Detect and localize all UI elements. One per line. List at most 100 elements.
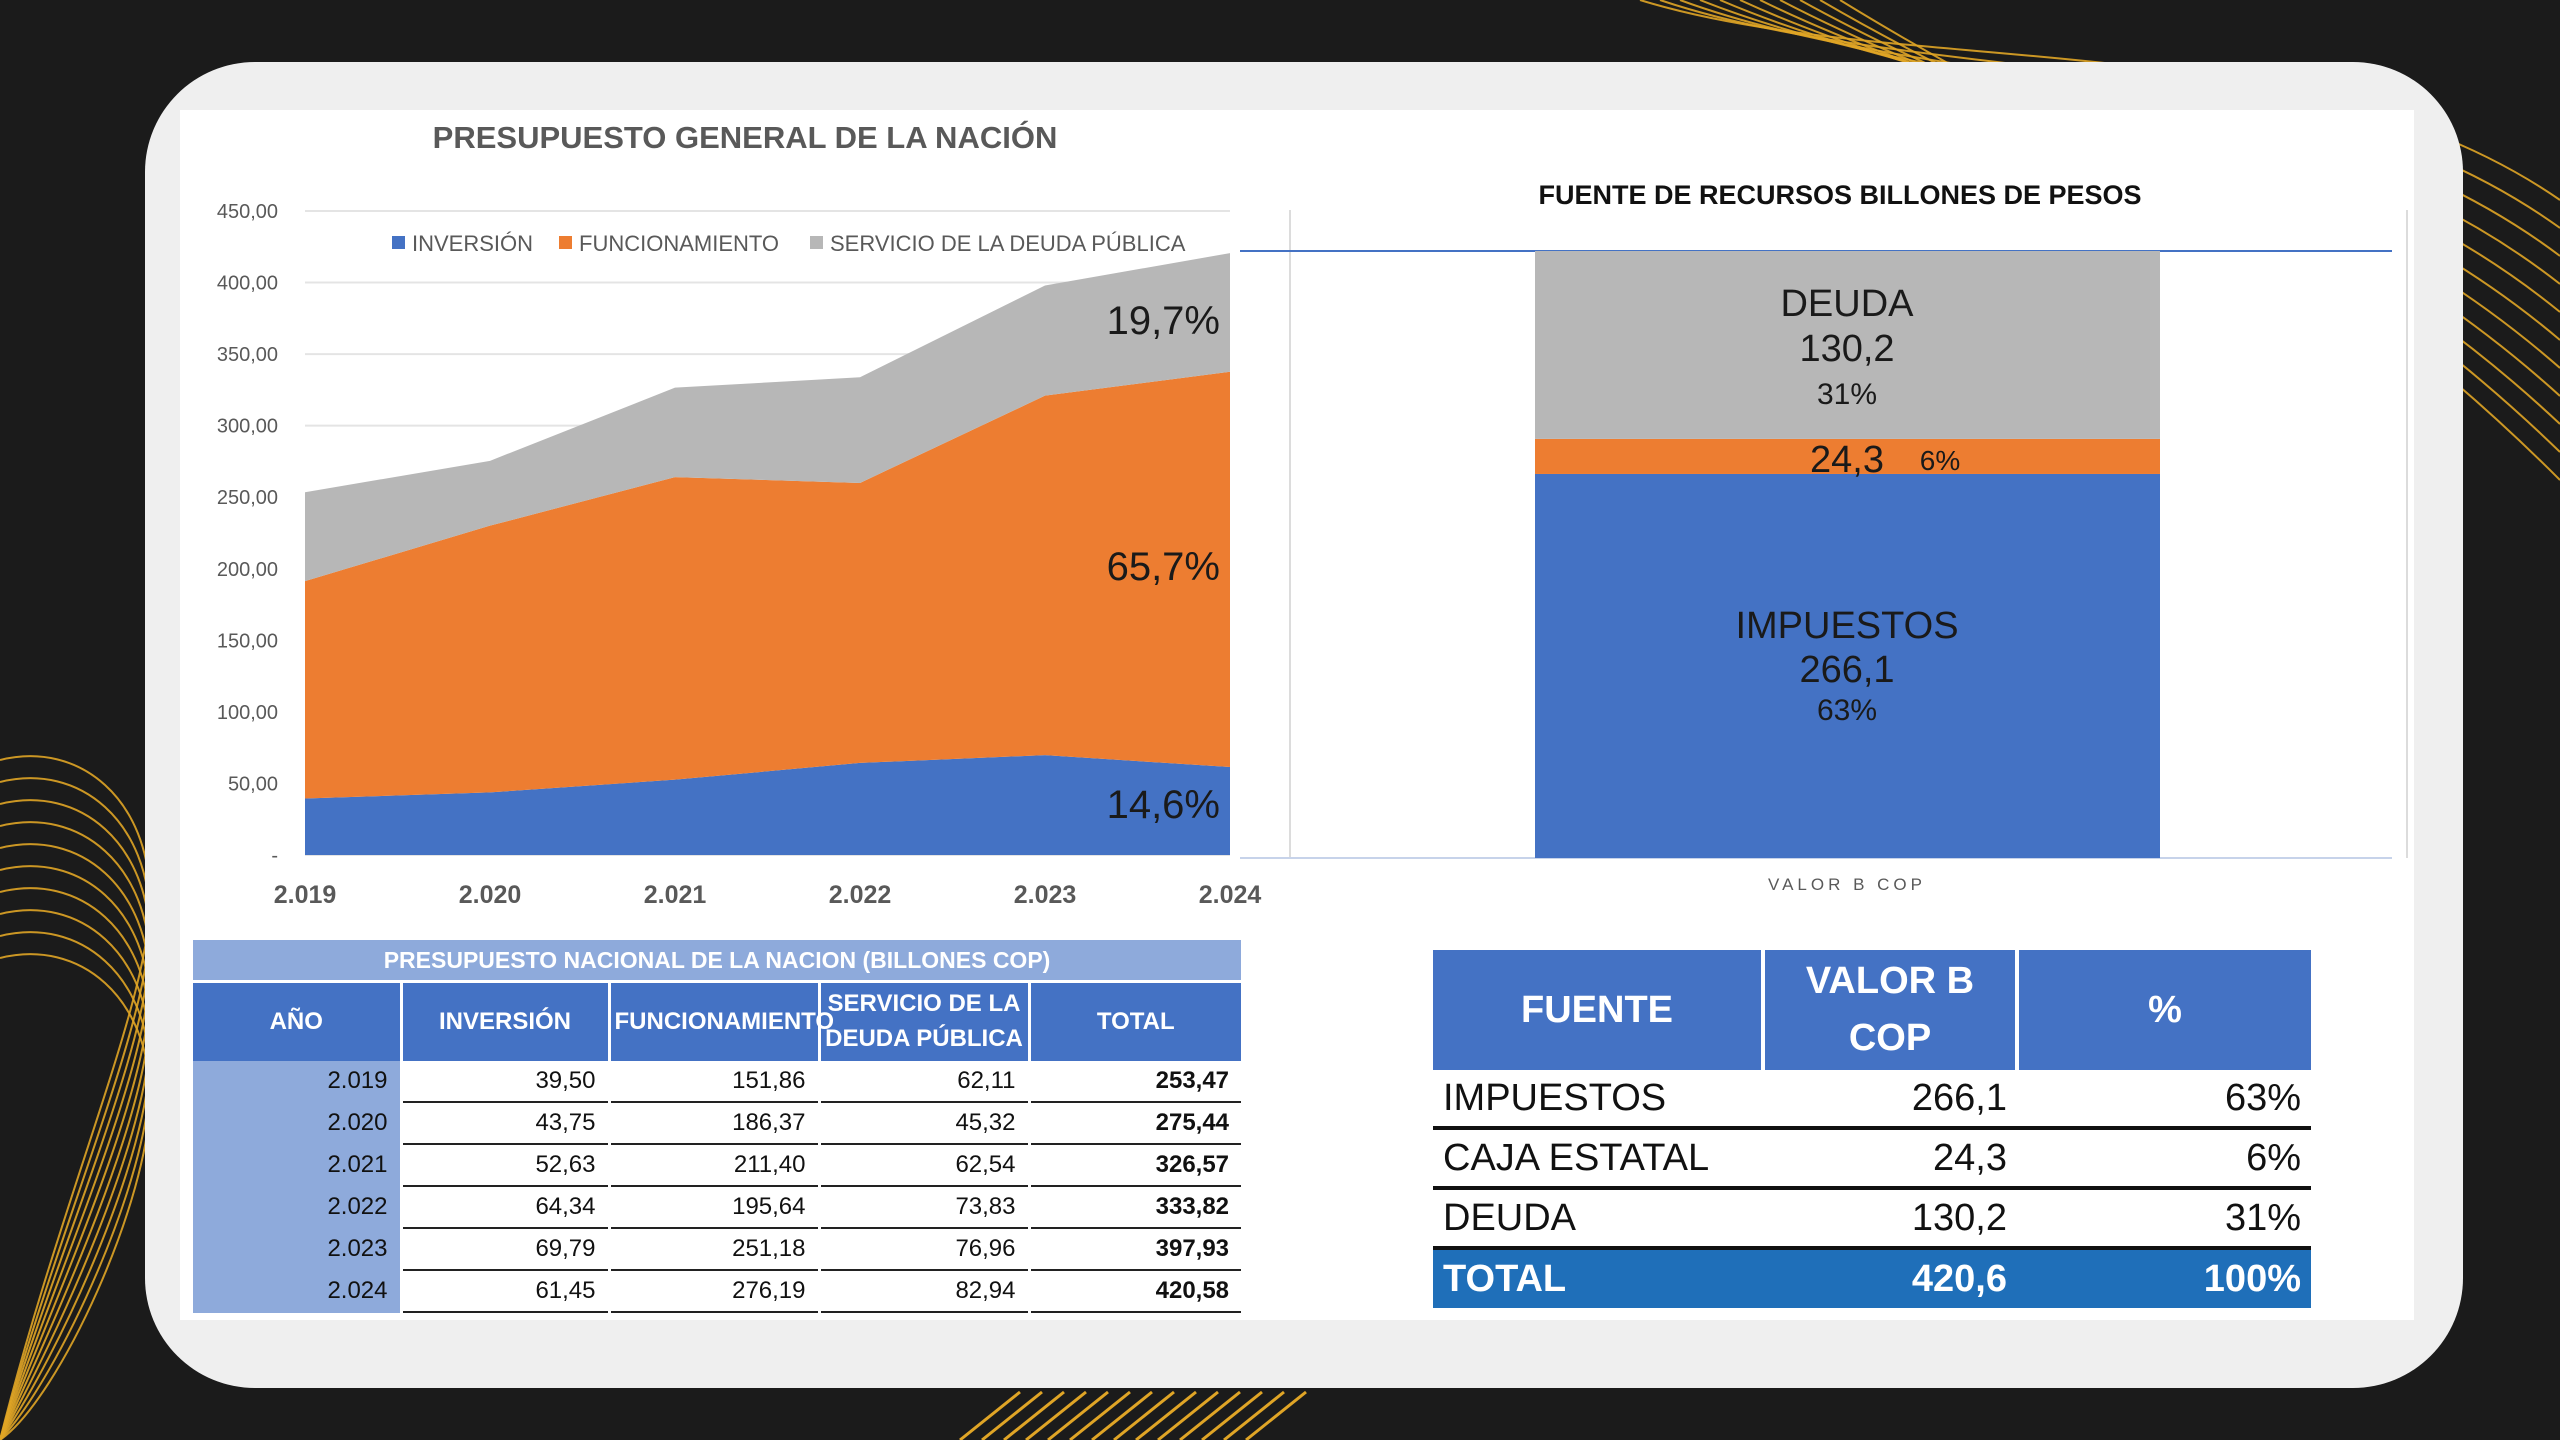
table-row: DEUDA 130,2 31% xyxy=(1433,1188,2311,1250)
x-tick-label: 2.020 xyxy=(459,881,522,909)
table-row: CAJA ESTATAL 24,3 6% xyxy=(1433,1128,2311,1190)
bar-label-impuestos-value: 266,1 xyxy=(1799,649,1894,691)
value-cell: 63% xyxy=(2017,1070,2311,1130)
header-inversion: INVERSIÓN xyxy=(399,981,609,1061)
table-row: 2.019 39,50 151,86 62,11 253,47 xyxy=(193,1061,1242,1103)
value-cell: 62,54 xyxy=(817,1144,1029,1187)
value-cell: 43,75 xyxy=(399,1102,609,1145)
y-tick-label: 400,00 xyxy=(217,273,278,295)
header-total: TOTAL xyxy=(1027,981,1242,1061)
table-row: 2.020 43,75 186,37 45,32 275,44 xyxy=(193,1102,1242,1145)
year-cell: 2.020 xyxy=(193,1102,401,1145)
total-label: TOTAL xyxy=(1433,1248,1763,1308)
header-pct: % xyxy=(2015,950,2311,1070)
table-row: 2.024 61,45 276,19 82,94 420,58 xyxy=(193,1270,1242,1313)
annotation-funcionamiento-pct: 65,7% xyxy=(1107,545,1220,589)
value-cell: 6% xyxy=(2017,1128,2311,1190)
value-cell: 275,44 xyxy=(1027,1102,1242,1145)
legend-swatch-deuda xyxy=(810,236,823,249)
value-cell: 39,50 xyxy=(399,1061,609,1103)
legend-label-inversion: INVERSIÓN xyxy=(412,231,533,256)
annotation-deuda-pct: 19,7% xyxy=(1107,299,1220,343)
value-cell: 76,96 xyxy=(817,1228,1029,1271)
y-tick-label: 150,00 xyxy=(217,630,278,652)
value-cell: 195,64 xyxy=(607,1186,819,1229)
value-cell: 397,93 xyxy=(1027,1228,1242,1271)
value-cell: 186,37 xyxy=(607,1102,819,1145)
value-cell: 266,1 xyxy=(1763,1070,2017,1130)
presupuesto-table-caption: PRESUPUESTO NACIONAL DE LA NACION (BILLO… xyxy=(193,940,1242,983)
presupuesto-table: PRESUPUESTO NACIONAL DE LA NACION (BILLO… xyxy=(193,940,1242,1313)
value-cell: 24,3 xyxy=(1763,1128,2017,1190)
value-cell: 276,19 xyxy=(607,1270,819,1313)
value-cell: 420,58 xyxy=(1027,1270,1242,1313)
fuente-name-cell: DEUDA xyxy=(1433,1188,1763,1250)
bar-chart-xlabel: VALOR B COP xyxy=(1768,875,1926,894)
year-cell: 2.024 xyxy=(193,1270,401,1313)
header-ano: AÑO xyxy=(193,981,401,1061)
value-cell: 69,79 xyxy=(399,1228,609,1271)
area-chart-title: PRESUPUESTO GENERAL DE LA NACIÓN xyxy=(433,119,1058,155)
value-cell: 52,63 xyxy=(399,1144,609,1187)
y-tick-label: 300,00 xyxy=(217,416,278,438)
bar-segment-deuda xyxy=(1535,251,2160,439)
y-tick-label: 350,00 xyxy=(217,344,278,366)
table-row: 2.023 69,79 251,18 76,96 397,93 xyxy=(193,1228,1242,1271)
value-cell: 130,2 xyxy=(1763,1188,2017,1250)
annotation-inversion-pct: 14,6% xyxy=(1107,783,1220,827)
value-cell: 64,34 xyxy=(399,1186,609,1229)
y-tick-label: 450,00 xyxy=(217,201,278,223)
value-cell: 333,82 xyxy=(1027,1186,1242,1229)
total-pct: 100% xyxy=(2017,1248,2311,1308)
bar-label-deuda-pct: 31% xyxy=(1817,378,1877,411)
y-tick-label: 100,00 xyxy=(217,702,278,724)
bar-segment-impuestos xyxy=(1535,473,2160,858)
x-tick-label: 2.023 xyxy=(1014,881,1077,909)
value-cell: 326,57 xyxy=(1027,1144,1242,1187)
year-cell: 2.023 xyxy=(193,1228,401,1271)
x-tick-label: 2.021 xyxy=(644,881,707,909)
y-tick-label: - xyxy=(271,845,278,867)
legend-label-funcionamiento: FUNCIONAMIENTO xyxy=(579,231,779,256)
x-tick-label: 2.019 xyxy=(274,881,337,909)
value-cell: 73,83 xyxy=(817,1186,1029,1229)
total-row: TOTAL 420,6 100% xyxy=(1433,1248,2311,1308)
x-tick-label: 2.024 xyxy=(1199,881,1262,909)
x-tick-label: 2.022 xyxy=(829,881,892,909)
bar-label-caja-pct: 6% xyxy=(1920,445,1960,476)
area-series-inversion xyxy=(305,755,1230,855)
value-cell: 82,94 xyxy=(817,1270,1029,1313)
table-row: 2.022 64,34 195,64 73,83 333,82 xyxy=(193,1186,1242,1229)
y-tick-label: 50,00 xyxy=(228,773,278,795)
year-cell: 2.019 xyxy=(193,1061,401,1103)
header-funcionamiento: FUNCIONAMIENTO xyxy=(607,981,834,1061)
header-servicio-deuda: SERVICIO DE LA DEUDA PÚBLICA xyxy=(817,981,1029,1061)
total-value: 420,6 xyxy=(1763,1248,2017,1308)
bar-label-deuda-value: 130,2 xyxy=(1799,328,1894,370)
bar-label-caja-value: 24,3 xyxy=(1810,439,1884,481)
bar-label-impuestos-name: IMPUESTOS xyxy=(1735,605,1958,647)
area-series-funcionamiento xyxy=(305,371,1230,799)
fuente-name-cell: IMPUESTOS xyxy=(1433,1070,1763,1130)
header-valor: VALOR B COP xyxy=(1761,950,2017,1070)
value-cell: 151,86 xyxy=(607,1061,819,1103)
table-row: IMPUESTOS 266,1 63% xyxy=(1433,1070,2311,1130)
legend-swatch-funcionamiento xyxy=(559,236,572,249)
value-cell: 62,11 xyxy=(817,1061,1029,1103)
value-cell: 31% xyxy=(2017,1188,2311,1250)
value-cell: 61,45 xyxy=(399,1270,609,1313)
value-cell: 253,47 xyxy=(1027,1061,1242,1103)
value-cell: 45,32 xyxy=(817,1102,1029,1145)
year-cell: 2.021 xyxy=(193,1144,401,1187)
legend-swatch-inversion xyxy=(392,236,405,249)
bar-chart-title: FUENTE DE RECURSOS BILLONES DE PESOS xyxy=(1538,180,2141,210)
bar-label-impuestos-pct: 63% xyxy=(1817,694,1877,727)
y-tick-label: 200,00 xyxy=(217,559,278,581)
fuente-name-cell: CAJA ESTATAL xyxy=(1433,1128,1763,1190)
legend-label-deuda: SERVICIO DE LA DEUDA PÚBLICA xyxy=(830,231,1186,256)
year-cell: 2.022 xyxy=(193,1186,401,1229)
bar-label-deuda-name: DEUDA xyxy=(1780,283,1914,325)
value-cell: 251,18 xyxy=(607,1228,819,1271)
